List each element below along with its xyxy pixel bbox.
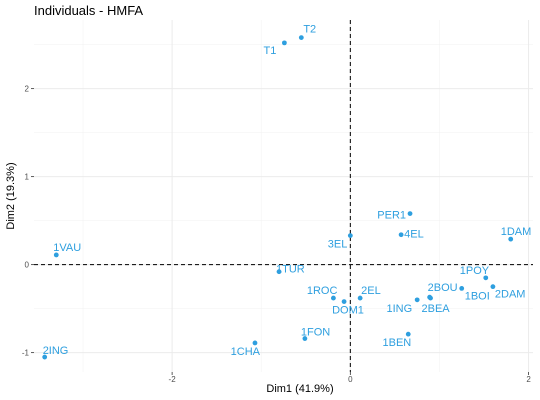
point-label: PER1 [377, 210, 406, 222]
point-label: 2DAM [495, 289, 526, 301]
point-label: 3EL [328, 239, 348, 251]
point-label: 1TUR [276, 264, 305, 276]
data-point [459, 286, 465, 291]
point-label: 2BOU [428, 282, 458, 294]
x-tick-label: 2 [526, 375, 531, 384]
data-point [407, 211, 413, 217]
point-label: 1CHA [231, 346, 261, 358]
x-tick-label: -2 [169, 375, 177, 384]
data-point [341, 299, 347, 304]
data-point [276, 269, 282, 275]
point-label: 1ING [386, 303, 412, 315]
data-point [281, 40, 287, 46]
data-point [42, 354, 48, 360]
point-label: 1POY [460, 265, 490, 277]
data-point [398, 232, 404, 238]
data-point [302, 336, 308, 341]
point-label: T2 [303, 24, 316, 36]
point-label: 1BOI [465, 290, 490, 302]
data-point [428, 295, 433, 301]
data-point [508, 236, 514, 242]
point-label: 2ING [43, 345, 69, 357]
chart-title: Individuals - HMFA [34, 3, 143, 18]
data-point [252, 340, 258, 346]
data-point [298, 35, 304, 40]
data-point [357, 295, 363, 301]
data-point [347, 233, 353, 239]
data-point [331, 295, 336, 301]
point-label: 2BEA [422, 303, 451, 315]
point-label: 1VAU [53, 242, 81, 254]
y-tick-label: -1 [22, 349, 30, 358]
point-label: T1 [264, 45, 277, 57]
data-point [414, 297, 420, 303]
y-axis-title: Dim2 (19.3%) [5, 162, 17, 229]
point-label: 1BEN [383, 337, 412, 349]
y-tick-label: 2 [25, 85, 30, 94]
point-label: 1ROC [307, 285, 338, 297]
point-label: 2EL [361, 285, 381, 297]
data-point [490, 284, 496, 290]
x-tick-label: 0 [348, 375, 353, 384]
point-label: 1FON [301, 327, 330, 339]
plot-panel: -2 0 2 -1 0 1 2 T2 T1 PER1 4EL 1DAM 3EL 1VAU 1TUR 1POY 1… [22, 20, 533, 384]
point-label: DOM1 [332, 305, 364, 317]
y-tick-label: 1 [25, 173, 30, 182]
x-axis-title: Dim1 (41.9%) [266, 383, 333, 395]
data-point [405, 331, 411, 337]
point-label: 1DAM [501, 226, 532, 238]
y-tick-label: 0 [25, 261, 30, 270]
data-point [483, 275, 489, 281]
point-label: 4EL [404, 229, 424, 241]
data-point [53, 252, 59, 258]
